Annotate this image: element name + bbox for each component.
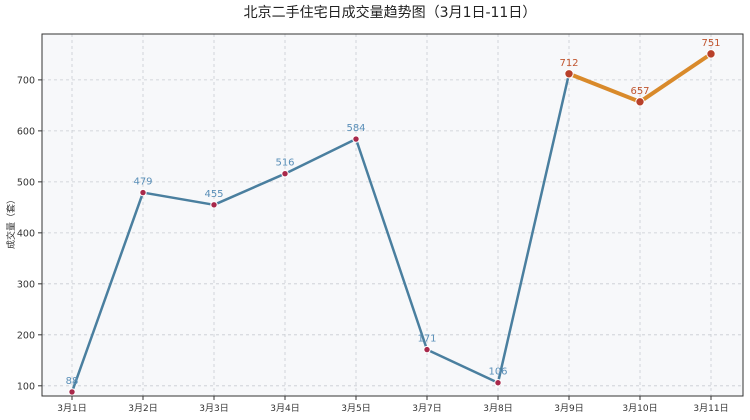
chart-title: 北京二手住宅日成交量趋势图（3月1日-11日） (244, 4, 537, 21)
y-tick-label: 700 (17, 75, 35, 86)
grid (42, 34, 743, 396)
data-point (706, 49, 716, 59)
data-labels: 88 479 455 516 584 171 106 712 657 751 (66, 38, 721, 387)
x-tick-label: 3月3日 (199, 403, 228, 414)
x-tick-label: 3月8日 (483, 403, 512, 414)
data-point (494, 379, 502, 387)
y-tick-label: 400 (17, 228, 35, 239)
data-point (210, 201, 218, 209)
markers (68, 49, 716, 396)
data-label: 584 (346, 123, 365, 134)
data-label: 479 (133, 177, 152, 188)
y-tick-label: 600 (17, 126, 35, 137)
x-tick-label: 3月10日 (622, 403, 657, 414)
data-point (352, 135, 360, 143)
data-point (423, 345, 431, 354)
data-point (564, 69, 574, 79)
y-axis-label: 成交量（套） (5, 195, 17, 249)
data-label: 106 (488, 367, 507, 378)
data-label: 712 (559, 58, 578, 69)
plot-frame (41, 33, 744, 397)
y-tick-label: 200 (17, 330, 35, 341)
axes: 100 200 300 400 500 600 700 3月1日 3月2日 3月3日 3月4日 3月5… (17, 33, 744, 414)
series-line (70, 72, 571, 394)
x-tick-label: 3月2日 (128, 403, 157, 414)
y-tick-label: 500 (17, 177, 35, 188)
x-tick-label: 3月4日 (270, 403, 299, 414)
data-label: 657 (630, 86, 649, 97)
x-tick-label: 3月5日 (341, 403, 370, 414)
x-tick-label: 3月7日 (412, 403, 441, 414)
data-point (139, 188, 147, 197)
data-label: 88 (66, 376, 79, 387)
data-point (281, 170, 289, 178)
data-label: 751 (701, 38, 720, 49)
data-label: 455 (204, 189, 223, 200)
y-tick-label: 300 (17, 279, 35, 290)
x-tick-label: 3月9日 (554, 403, 583, 414)
data-label: 171 (417, 334, 436, 345)
y-tick-label: 100 (17, 381, 35, 392)
data-point (68, 388, 76, 396)
data-point (635, 97, 645, 107)
x-tick-label: 3月11日 (693, 403, 728, 414)
data-label: 516 (275, 158, 294, 169)
x-tick-label: 3月1日 (57, 403, 86, 414)
